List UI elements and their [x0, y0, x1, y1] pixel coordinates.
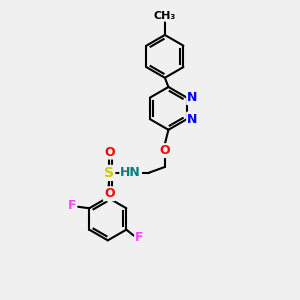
Text: O: O	[160, 144, 170, 157]
Text: S: S	[104, 166, 114, 180]
Text: O: O	[104, 187, 115, 200]
Text: HN: HN	[120, 167, 141, 179]
Text: N: N	[187, 91, 197, 104]
Text: O: O	[104, 146, 115, 159]
Text: CH₃: CH₃	[154, 11, 176, 21]
Text: F: F	[68, 200, 76, 212]
Text: F: F	[135, 232, 144, 244]
Text: N: N	[187, 112, 197, 126]
